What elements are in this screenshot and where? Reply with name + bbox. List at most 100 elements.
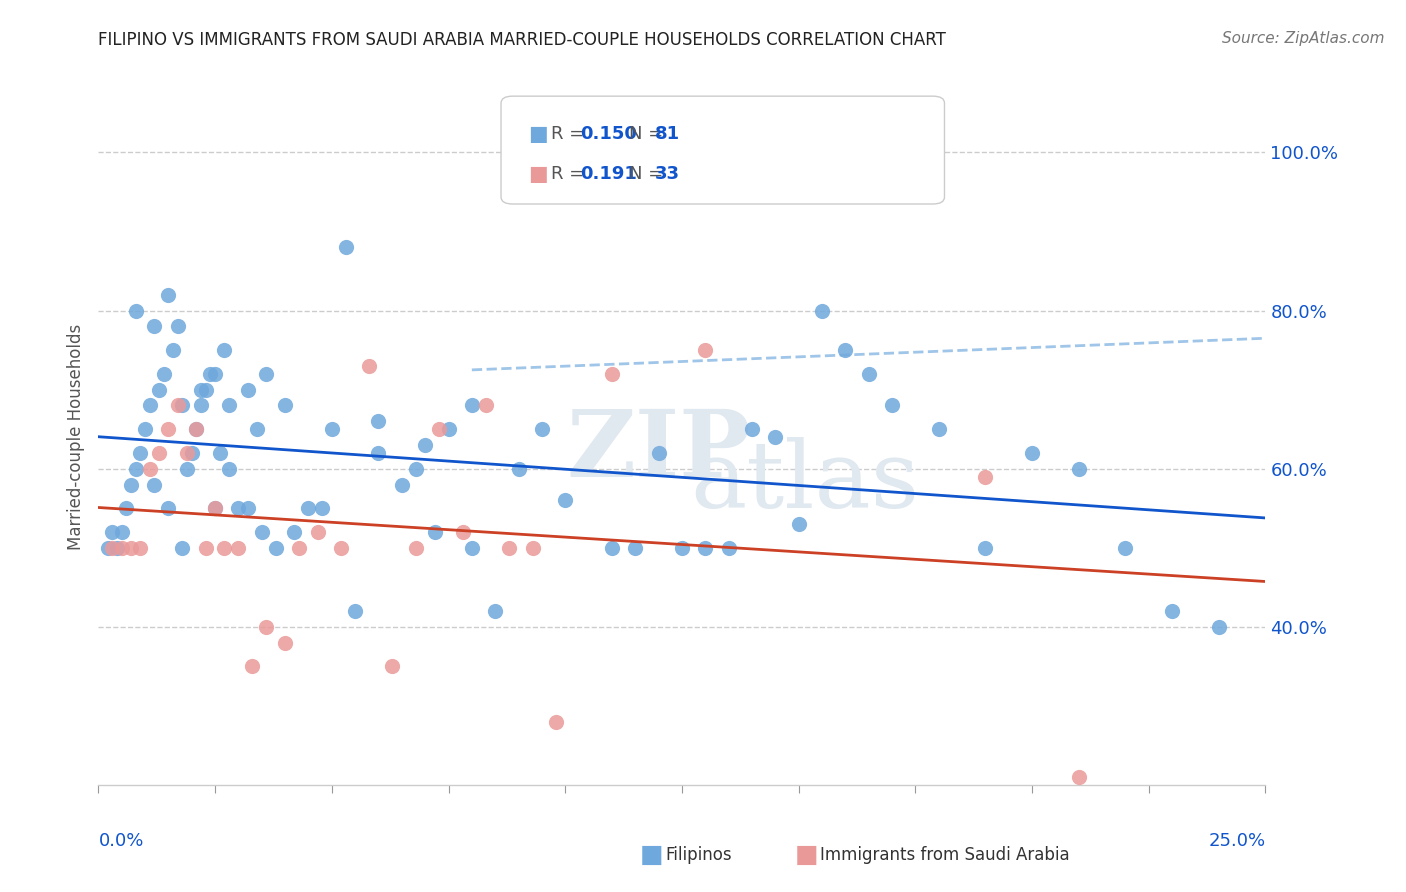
Point	[600, 541, 623, 555]
Point	[143, 477, 166, 491]
Point	[367, 414, 389, 428]
Point	[1208, 620, 1230, 634]
Point	[461, 541, 484, 555]
Point	[162, 343, 184, 358]
Point	[600, 367, 623, 381]
Point	[498, 541, 520, 555]
Point	[451, 524, 474, 539]
Y-axis label: Married-couple Households: Married-couple Households	[66, 324, 84, 550]
Point	[204, 501, 226, 516]
Text: ZIP: ZIP	[567, 406, 751, 496]
Point	[186, 422, 208, 436]
Point	[166, 319, 188, 334]
Text: 0.191: 0.191	[581, 165, 637, 183]
Point	[475, 399, 498, 413]
FancyBboxPatch shape	[501, 96, 945, 204]
Point	[405, 461, 427, 475]
Point	[129, 541, 152, 555]
Point	[176, 461, 198, 475]
Point	[381, 659, 404, 673]
Point	[1021, 446, 1043, 460]
Point	[218, 399, 240, 413]
Text: R =: R =	[551, 126, 591, 144]
Point	[148, 383, 170, 397]
Point	[974, 469, 997, 483]
Point	[413, 438, 436, 452]
Point	[544, 714, 567, 729]
Point	[427, 422, 450, 436]
Point	[330, 541, 353, 555]
Point	[152, 367, 174, 381]
Text: 81: 81	[655, 126, 681, 144]
Text: atlas: atlas	[690, 437, 920, 527]
Text: ■: ■	[527, 164, 547, 184]
Point	[391, 477, 413, 491]
Point	[858, 367, 880, 381]
Text: ■: ■	[640, 843, 664, 866]
Text: Source: ZipAtlas.com: Source: ZipAtlas.com	[1222, 31, 1385, 46]
Point	[115, 501, 138, 516]
Text: 25.0%: 25.0%	[1208, 832, 1265, 850]
Point	[200, 367, 222, 381]
Point	[695, 343, 717, 358]
Point	[1067, 770, 1090, 784]
Point	[125, 461, 148, 475]
Point	[787, 517, 810, 532]
Point	[437, 422, 460, 436]
Point	[928, 422, 950, 436]
Point	[157, 422, 180, 436]
Point	[111, 524, 134, 539]
Point	[236, 501, 259, 516]
Point	[180, 446, 202, 460]
Point	[134, 422, 156, 436]
Text: ■: ■	[794, 843, 818, 866]
Point	[974, 541, 997, 555]
Point	[522, 541, 544, 555]
Point	[190, 399, 212, 413]
Point	[283, 524, 305, 539]
Point	[256, 367, 278, 381]
Point	[194, 383, 217, 397]
Point	[101, 541, 124, 555]
Point	[101, 524, 124, 539]
Point	[143, 319, 166, 334]
Point	[250, 524, 273, 539]
Point	[647, 446, 669, 460]
Point	[834, 343, 856, 358]
Point	[208, 446, 231, 460]
Text: 33: 33	[655, 165, 681, 183]
Point	[148, 446, 170, 460]
Point	[120, 541, 142, 555]
Text: 0.0%: 0.0%	[98, 832, 143, 850]
Text: FILIPINO VS IMMIGRANTS FROM SAUDI ARABIA MARRIED-COUPLE HOUSEHOLDS CORRELATION C: FILIPINO VS IMMIGRANTS FROM SAUDI ARABIA…	[98, 31, 946, 49]
Text: R =: R =	[551, 165, 591, 183]
Point	[624, 541, 647, 555]
Text: 0.150: 0.150	[581, 126, 637, 144]
Point	[264, 541, 287, 555]
Point	[695, 541, 717, 555]
Point	[242, 659, 264, 673]
Point	[214, 343, 236, 358]
Point	[811, 303, 834, 318]
Point	[461, 399, 484, 413]
Point	[111, 541, 134, 555]
Point	[484, 604, 506, 618]
Point	[129, 446, 152, 460]
Point	[166, 399, 188, 413]
Point	[1161, 604, 1184, 618]
Point	[1114, 541, 1136, 555]
Point	[321, 422, 343, 436]
Point	[367, 446, 389, 460]
Point	[204, 501, 226, 516]
Point	[405, 541, 427, 555]
Point	[1067, 461, 1090, 475]
Point	[228, 541, 250, 555]
Point	[288, 541, 311, 555]
Point	[176, 446, 198, 460]
Point	[97, 541, 120, 555]
Point	[157, 287, 180, 301]
Point	[194, 541, 217, 555]
Point	[508, 461, 530, 475]
Point	[172, 399, 194, 413]
Point	[671, 541, 693, 555]
